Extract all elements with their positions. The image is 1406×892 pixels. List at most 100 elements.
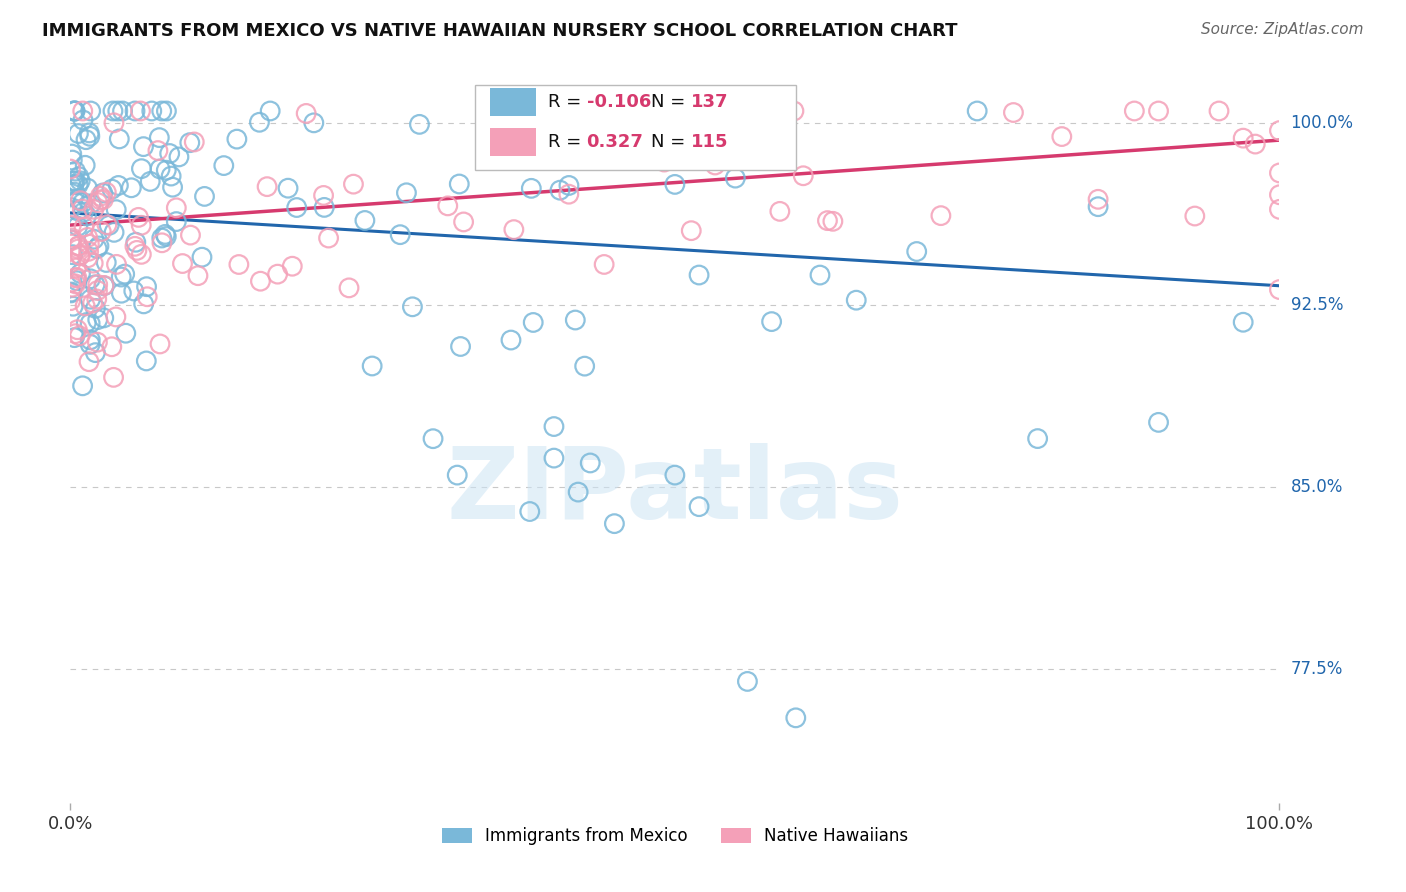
Text: 77.5%: 77.5%: [1291, 660, 1343, 678]
Point: [259, 103, 281, 118]
Point: [105, 257, 128, 271]
Point: [72, 113, 94, 128]
Point: [110, 286, 132, 301]
Point: [67, 178, 90, 192]
Point: [266, 267, 288, 281]
Point: [281, 259, 304, 273]
Point: [652, 155, 675, 169]
Point: [150, 235, 173, 250]
Point: [93, 278, 115, 293]
Point: [187, 268, 209, 283]
Point: [225, 132, 247, 146]
Point: [249, 115, 271, 129]
Point: [135, 279, 157, 293]
Point: [67, 169, 90, 184]
Point: [108, 132, 131, 146]
Text: IMMIGRANTS FROM MEXICO VS NATIVE HAWAIIAN NURSERY SCHOOL CORRELATION CHART: IMMIGRANTS FROM MEXICO VS NATIVE HAWAIIA…: [42, 22, 957, 40]
Text: 100.0%: 100.0%: [1291, 114, 1354, 132]
Point: [792, 169, 814, 183]
Point: [558, 178, 581, 193]
Point: [60, 234, 83, 248]
Point: [60, 255, 83, 269]
Point: [67, 193, 90, 207]
Point: [1232, 315, 1254, 329]
Point: [69, 248, 91, 262]
Point: [101, 103, 124, 118]
Point: [302, 116, 325, 130]
Point: [681, 224, 703, 238]
Text: 115: 115: [690, 134, 728, 152]
Text: R =: R =: [548, 134, 586, 152]
Point: [664, 468, 686, 483]
Point: [93, 310, 115, 325]
Text: R =: R =: [548, 93, 586, 111]
Point: [354, 213, 377, 227]
Point: [129, 219, 152, 233]
Point: [79, 126, 101, 140]
Point: [129, 103, 152, 118]
Point: [65, 277, 87, 291]
Point: [79, 317, 101, 331]
Point: [75, 299, 97, 313]
Point: [499, 333, 522, 347]
Point: [79, 129, 101, 144]
Point: [165, 201, 187, 215]
Point: [761, 315, 783, 329]
Point: [783, 103, 806, 118]
Point: [179, 228, 201, 243]
Text: 92.5%: 92.5%: [1291, 296, 1343, 314]
FancyBboxPatch shape: [489, 128, 536, 156]
Point: [60, 285, 83, 299]
Point: [103, 370, 125, 384]
Point: [228, 258, 250, 272]
Point: [519, 504, 541, 518]
Point: [132, 297, 155, 311]
Point: [785, 711, 807, 725]
Point: [107, 178, 129, 193]
Point: [172, 256, 194, 270]
Point: [155, 229, 177, 244]
Point: [84, 345, 107, 359]
Point: [162, 180, 184, 194]
Point: [66, 270, 89, 285]
Point: [191, 250, 214, 264]
Point: [124, 103, 146, 118]
Point: [1268, 283, 1291, 297]
Point: [342, 177, 364, 191]
Point: [86, 242, 108, 256]
Point: [79, 333, 101, 347]
Point: [1050, 129, 1073, 144]
Point: [179, 136, 201, 150]
Point: [122, 284, 145, 298]
Point: [76, 209, 98, 223]
FancyBboxPatch shape: [475, 85, 796, 169]
Point: [564, 313, 586, 327]
Text: 85.0%: 85.0%: [1291, 478, 1343, 496]
Point: [66, 219, 89, 234]
Point: [63, 103, 86, 118]
Point: [531, 142, 554, 156]
Point: [60, 285, 83, 300]
Point: [59, 162, 82, 177]
Point: [1268, 123, 1291, 137]
Point: [395, 186, 418, 200]
Point: [67, 239, 90, 253]
Point: [401, 300, 423, 314]
Point: [65, 270, 87, 285]
Point: [579, 456, 602, 470]
Point: [65, 164, 87, 178]
Point: [79, 272, 101, 286]
Point: [90, 225, 112, 239]
Point: [543, 419, 565, 434]
Point: [60, 201, 83, 215]
Point: [60, 219, 83, 233]
Point: [1087, 200, 1109, 214]
Point: [87, 312, 110, 326]
Point: [96, 255, 118, 269]
Point: [107, 103, 129, 118]
Point: [905, 244, 928, 259]
Point: [131, 247, 153, 261]
Point: [75, 158, 97, 172]
Point: [80, 196, 103, 211]
Point: [1147, 416, 1170, 430]
